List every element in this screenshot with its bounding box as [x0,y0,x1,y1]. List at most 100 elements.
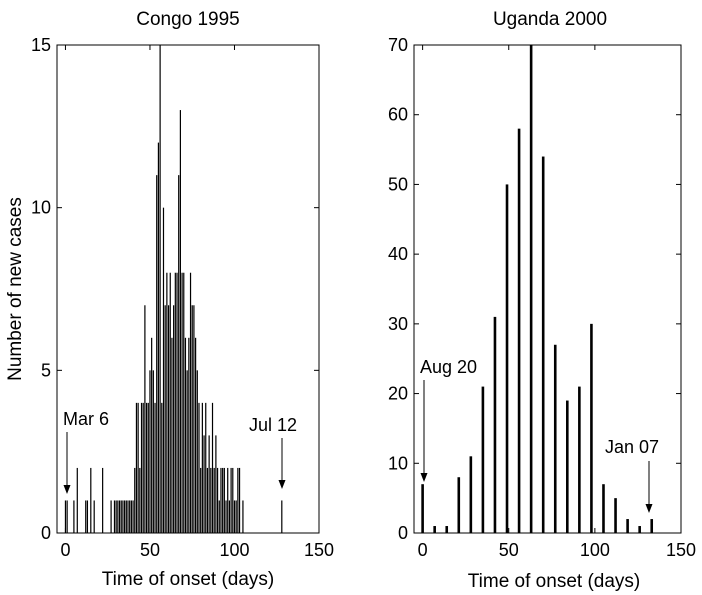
congo-x-tick-label: 150 [304,540,334,560]
congo-y-tick-label: 15 [31,35,51,55]
congo-bar [144,305,146,533]
congo-bar [142,402,144,533]
congo-bar [193,305,195,533]
congo-bar [171,337,173,533]
uganda-bar [638,526,641,533]
congo-bar [178,175,180,533]
congo-bar [64,500,67,533]
congo-bar [191,305,193,533]
congo-bar [228,500,231,533]
uganda-y-tick-label: 0 [398,523,408,543]
congo-bar [227,467,229,533]
congo-bar [124,500,126,533]
congo-bar [173,305,175,533]
congo-bar [237,467,239,533]
uganda-bar [421,484,424,533]
uganda-annotations: Aug 20 Jan 07 [420,357,659,513]
uganda-annotation-label: Jan 07 [605,437,659,457]
congo-annotation-arrow-head [278,480,286,489]
uganda-x-tick-label: 0 [418,540,428,560]
congo-bar [222,467,224,533]
uganda-bar [493,316,497,533]
congo-bar [134,467,136,533]
congo-bar [93,500,95,533]
congo-x-tick-label: 50 [140,540,160,560]
congo-chart-title: Congo 1995 [136,9,240,30]
congo-bar [235,500,237,533]
uganda-bar [578,386,581,533]
congo-bar [127,500,129,533]
uganda-y-tick-label: 10 [388,453,408,473]
congo-bars [64,45,283,534]
congo-bar [113,500,116,533]
uganda-x-axis-label: Time of onset (days) [468,571,640,592]
congo-bar [162,207,165,533]
congo-bar [76,467,78,533]
uganda-bar [517,128,521,533]
uganda-bar [614,498,617,533]
congo-bar [233,500,236,533]
congo-bar [90,467,92,533]
uganda-bar [650,519,654,533]
congo-x-tick-label: 100 [219,540,249,560]
congo-bar [211,402,214,533]
congo-bar [230,467,232,533]
uganda-x-tick-label: 50 [499,540,519,560]
congo-plot-frame [56,44,320,534]
uganda-bar [469,456,473,533]
congo-bar [281,500,283,533]
congo-bar [242,500,244,533]
congo-bar [130,500,132,533]
congo-bar [167,305,170,533]
congo-bar [210,467,212,533]
congo-bar [216,467,219,533]
uganda-y-tick-label: 30 [388,314,408,334]
congo-bar [220,467,222,533]
congo-y-tick-label: 5 [41,360,51,380]
uganda-bar [433,526,436,533]
uganda-plot-frame [413,44,682,534]
congo-bar [179,110,181,534]
congo-y-tick-label: 10 [31,198,51,218]
congo-bar [223,467,225,533]
uganda-annotation-arrow-head [645,504,653,513]
congo-bar [218,500,220,533]
congo-bar [232,467,234,533]
congo-bar [120,500,122,533]
congo-bar [164,305,166,533]
congo-x-tick-label: 0 [60,540,70,560]
uganda-y-tick-label: 40 [388,244,408,264]
congo-bar [118,500,121,533]
uganda-panel: Uganda 2000 0 50 100 150 0 10 20 30 40 50 60 70 Aug… [388,9,696,592]
congo-bar [205,402,207,533]
uganda-y-tick-label: 70 [388,35,408,55]
congo-bar [183,272,185,533]
congo-bar [206,467,209,533]
congo-bar [115,500,117,533]
congo-bar [139,467,141,533]
congo-bar [213,467,215,533]
congo-axis-ticks: 0 50 100 150 0 5 10 15 [31,35,334,560]
uganda-axis-ticks: 0 50 100 150 0 10 20 30 40 50 60 70 [388,35,696,560]
congo-bar [215,435,217,533]
uganda-chart-title: Uganda 2000 [493,9,607,30]
congo-bar [140,402,143,533]
congo-annotation-arrow-head [63,485,71,494]
uganda-y-tick-label: 50 [388,174,408,194]
congo-bar [102,467,104,533]
congo-bar [125,500,127,533]
congo-bar [201,402,203,533]
congo-y-tick-label: 0 [41,523,51,543]
congo-bar [184,337,187,533]
uganda-bar [566,400,569,533]
congo-bar [200,467,202,533]
uganda-bars [421,45,654,534]
congo-bar [161,402,163,533]
uganda-bar [590,323,593,533]
uganda-x-tick-label: 150 [666,540,696,560]
congo-bar [132,500,134,533]
congo-bar [135,402,138,533]
congo-bar [156,175,158,533]
congo-annotation-label: Mar 6 [63,409,109,429]
